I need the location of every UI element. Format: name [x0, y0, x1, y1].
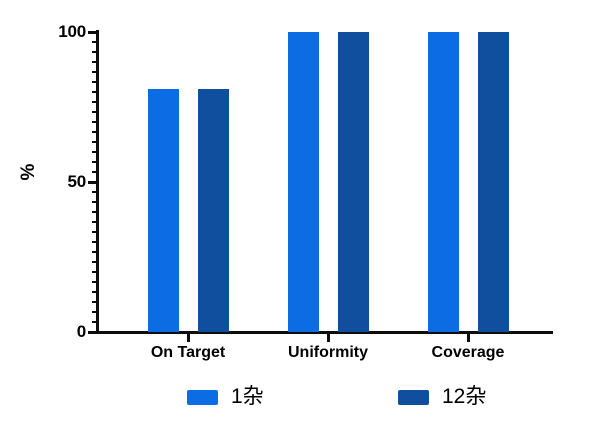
x-tick-uniformity: [326, 333, 330, 342]
bar-coverage-1杂: [427, 32, 459, 332]
y-minor-tick: [92, 231, 96, 233]
bar-on-target-12杂: [197, 89, 229, 332]
y-minor-tick: [92, 61, 96, 63]
x-category-label-uniformity: Uniformity: [288, 344, 368, 361]
legend-label-12杂: 12杂: [442, 385, 487, 408]
y-minor-tick: [92, 161, 96, 163]
y-minor-tick: [92, 111, 96, 113]
y-minor-tick: [92, 311, 96, 313]
x-category-label-on-target: On Target: [150, 344, 226, 361]
y-minor-tick: [92, 81, 96, 83]
y-minor-tick: [92, 71, 96, 73]
y-minor-tick: [92, 241, 96, 243]
y-minor-tick: [92, 201, 96, 203]
y-tick-50: [88, 180, 97, 184]
y-axis-line: [95, 30, 99, 333]
y-minor-tick: [92, 141, 96, 143]
y-minor-tick: [92, 251, 96, 253]
x-axis-line: [88, 330, 553, 334]
y-tick-100: [88, 30, 97, 34]
x-tick-coverage: [466, 333, 470, 342]
y-minor-tick: [92, 41, 96, 43]
legend-swatch-1杂: [187, 390, 218, 405]
y-minor-tick: [92, 51, 96, 53]
y-minor-tick: [92, 271, 96, 273]
x-tick-on-target: [186, 333, 190, 342]
y-minor-tick: [92, 191, 96, 193]
y-tick-label-100: 100: [58, 22, 86, 41]
y-tick-label-50: 50: [67, 172, 86, 191]
bar-uniformity-12杂: [337, 32, 369, 332]
y-minor-tick: [92, 281, 96, 283]
y-minor-tick: [92, 121, 96, 123]
bar-uniformity-1杂: [287, 32, 319, 332]
bar-on-target-1杂: [147, 89, 179, 332]
y-minor-tick: [92, 291, 96, 293]
x-category-label-coverage: Coverage: [431, 344, 505, 361]
legend-label-1杂: 1杂: [231, 385, 264, 408]
y-minor-tick: [92, 101, 96, 103]
y-minor-tick: [92, 131, 96, 133]
y-tick-0: [88, 330, 97, 334]
y-minor-tick: [92, 261, 96, 263]
y-minor-tick: [92, 171, 96, 173]
y-minor-tick: [92, 221, 96, 223]
legend-swatch-12杂: [398, 390, 429, 405]
y-tick-label-0: 0: [76, 322, 86, 341]
y-minor-tick: [92, 211, 96, 213]
y-minor-tick: [92, 151, 96, 153]
y-minor-tick: [92, 91, 96, 93]
y-minor-tick: [92, 321, 96, 323]
y-minor-tick: [92, 301, 96, 303]
bar-coverage-12杂: [477, 32, 509, 332]
